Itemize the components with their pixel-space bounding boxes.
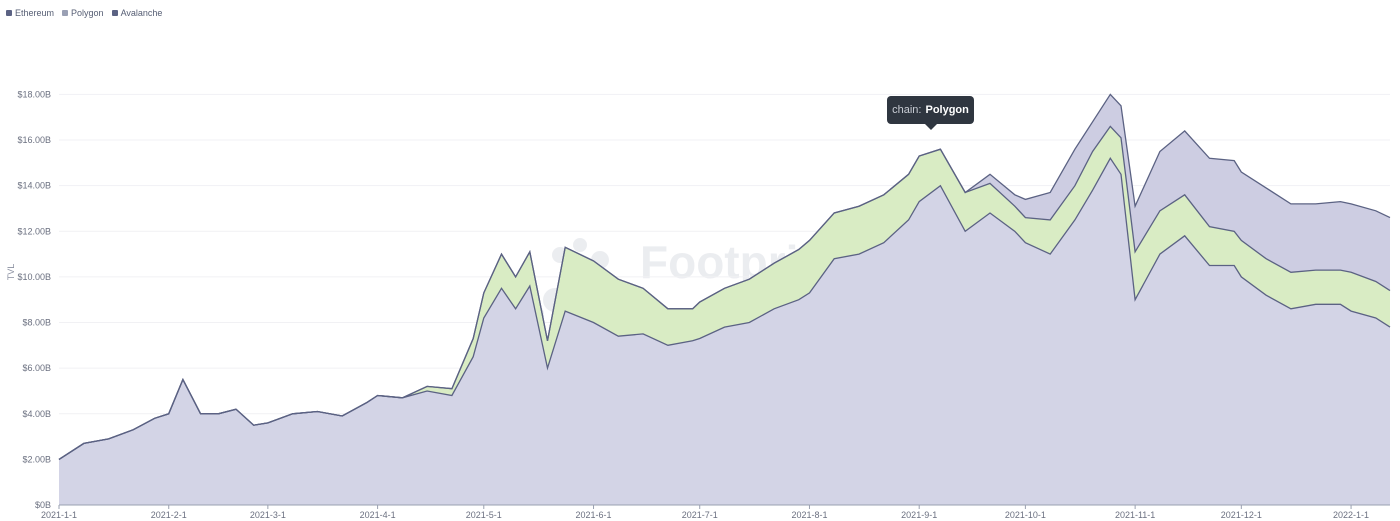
y-axis-title: TVL	[6, 264, 16, 281]
x-tick-label: 2021-3-1	[250, 510, 286, 520]
tooltip-value: Polygon	[925, 104, 969, 116]
legend-swatch-polygon	[62, 10, 69, 16]
x-tick-label: 2021-7-1	[682, 510, 718, 520]
legend-swatch-ethereum	[6, 10, 12, 16]
y-tick-label: $12.00B	[17, 226, 51, 236]
legend-item-polygon[interactable]: Polygon	[62, 8, 104, 18]
legend-item-avalanche[interactable]: Avalanche	[111, 8, 163, 18]
chart-tooltip: chain: Polygon	[887, 96, 974, 130]
y-tick-label: $0B	[35, 500, 51, 510]
x-tick-label: 2021-11-1	[1115, 510, 1155, 520]
legend-label-ethereum: Ethereum	[15, 8, 55, 18]
x-tick-label: 2021-4-1	[360, 510, 396, 520]
legend-item-ethereum[interactable]: Ethereum	[6, 8, 54, 18]
y-tick-label: $10.00B	[17, 272, 51, 282]
area-polygon[interactable]	[59, 126, 1390, 460]
x-tick-label: 2021-8-1	[791, 510, 827, 520]
x-tick-label: 2021-2-1	[151, 510, 187, 520]
legend: Ethereum Polygon Avalanche	[6, 8, 162, 18]
y-tick-label: $14.00B	[17, 181, 51, 191]
tooltip-key: chain:	[892, 104, 922, 116]
y-tick-label: $4.00B	[22, 409, 51, 419]
y-tick-label: $6.00B	[22, 363, 51, 373]
legend-swatch-avalanche	[111, 10, 118, 16]
line-avalanche	[58, 93, 1391, 460]
x-tick-label: 2021-1-1	[41, 510, 77, 520]
y-tick-label: $16.00B	[17, 135, 51, 145]
area-avalanche[interactable]	[59, 94, 1390, 460]
y-tick-label: $18.00B	[17, 89, 51, 99]
x-tick-label: 2021-12-1	[1221, 510, 1262, 520]
x-tick-label: 2021-6-1	[576, 510, 612, 520]
legend-label-avalanche: Avalanche	[120, 8, 163, 18]
x-tick-label: 2022-1-1	[1333, 510, 1369, 520]
y-tick-label: $2.00B	[22, 454, 51, 464]
y-tick-label: $8.00B	[22, 318, 51, 328]
x-tick-label: 2021-5-1	[466, 510, 502, 520]
legend-label-polygon: Polygon	[71, 8, 104, 18]
x-tick-label: 2021-10-1	[1005, 510, 1046, 520]
x-tick-label: 2021-9-1	[901, 510, 937, 520]
